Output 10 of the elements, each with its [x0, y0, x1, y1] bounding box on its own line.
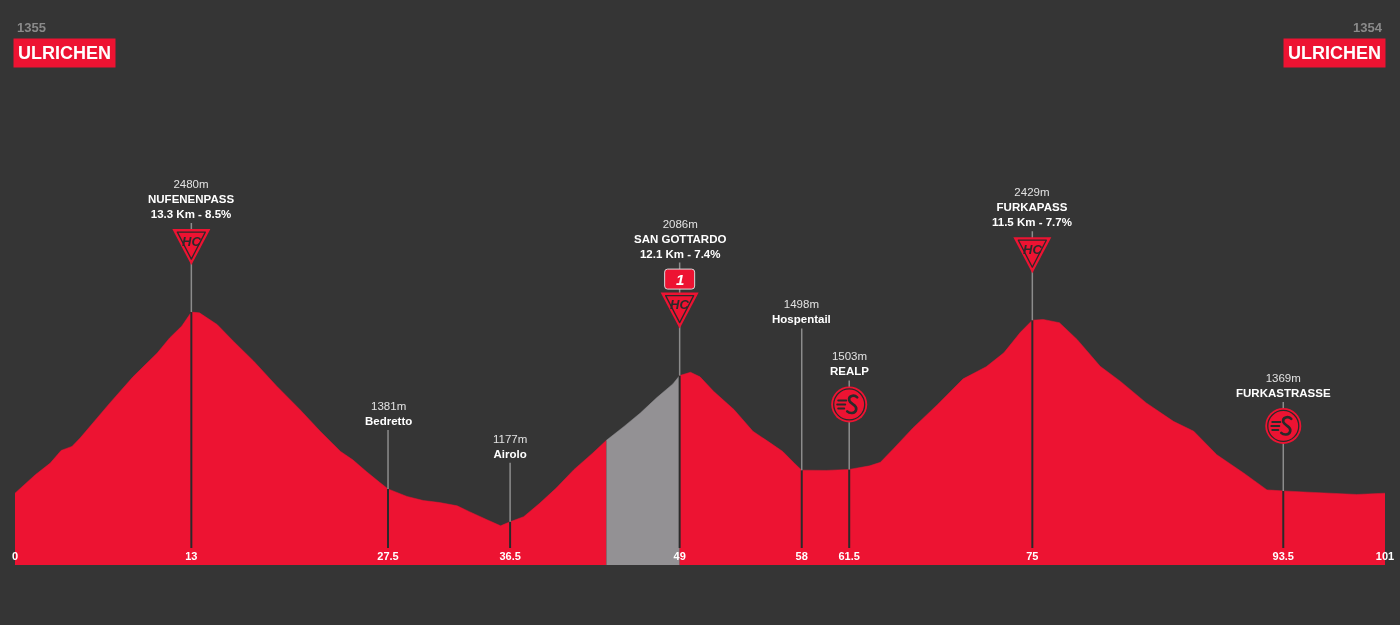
x-tick-label: 13	[185, 549, 198, 562]
x-tick-label: 0	[11, 549, 19, 562]
x-tick-label: 101	[1375, 549, 1395, 562]
x-tick-label: 58	[795, 549, 808, 562]
x-tick-label: 75	[1026, 549, 1039, 562]
x-tick-label: 27.5	[377, 549, 399, 562]
x-tick-label: 36.5	[499, 549, 521, 562]
x-tick-label: 61.5	[838, 549, 860, 562]
x-tick-label: 93.5	[1272, 549, 1294, 562]
x-tick-label: 49	[673, 549, 686, 562]
